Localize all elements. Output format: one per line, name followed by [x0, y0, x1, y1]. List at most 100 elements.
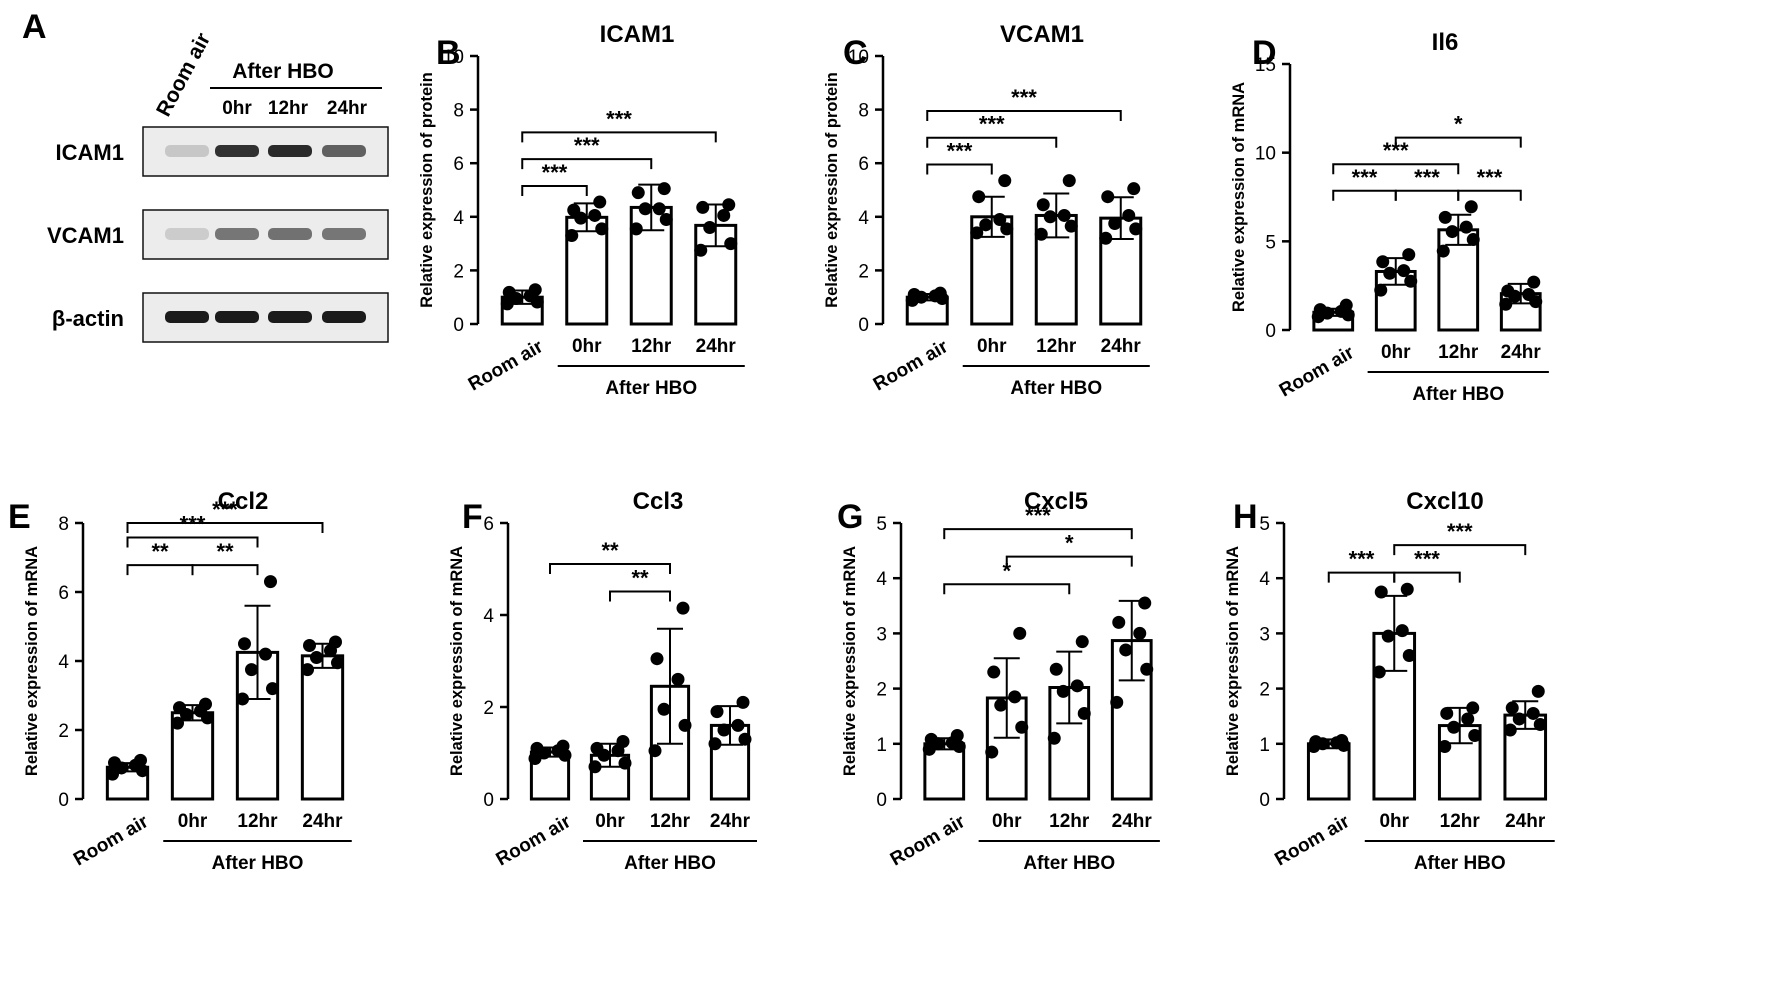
- significance-label: ***: [1414, 547, 1440, 572]
- x-tick-label: 12hr: [1440, 811, 1481, 832]
- blot-row-label-vcam1: VCAM1: [47, 223, 124, 248]
- y-tick-label: 1: [1259, 735, 1270, 756]
- bar-24hr: [300, 654, 345, 801]
- y-tick-label: 4: [858, 208, 869, 229]
- data-point: [1108, 217, 1122, 230]
- data-point: [1464, 200, 1478, 214]
- y-tick-label: 6: [58, 583, 69, 604]
- y-tick-label: 6: [453, 154, 464, 175]
- data-point: [1526, 706, 1540, 720]
- data-point: [638, 202, 652, 216]
- y-axis-label: Relative expression of mRNA: [448, 546, 466, 776]
- x-axis-group-label: After HBO: [1023, 853, 1115, 874]
- panel-letter-C: C: [843, 34, 868, 72]
- data-point: [994, 698, 1008, 712]
- data-point: [657, 182, 671, 196]
- data-point: [678, 718, 692, 732]
- blot-group-label: After HBO: [232, 60, 334, 83]
- x-tick-label: 24hr: [1501, 342, 1542, 363]
- x-tick-label: 24hr: [1101, 336, 1142, 357]
- y-tick-label: 8: [858, 101, 869, 122]
- y-tick-label: 4: [453, 208, 464, 229]
- data-point: [1376, 255, 1390, 269]
- blot-bands: [165, 145, 366, 323]
- x-tick-label: 0hr: [977, 336, 1007, 357]
- chart-title: Ccl2: [218, 488, 269, 515]
- y-tick-label: 4: [876, 569, 887, 590]
- data-point: [696, 200, 710, 214]
- significance-label: *: [1002, 558, 1011, 583]
- significance-label: ***: [542, 160, 568, 185]
- y-tick-label: 10: [1255, 144, 1276, 165]
- y-tick-label: 2: [1259, 680, 1270, 701]
- data-point: [1047, 731, 1061, 745]
- data-point: [1468, 729, 1482, 743]
- y-tick-label: 1: [876, 735, 887, 756]
- x-tick-label: 24hr: [696, 336, 737, 357]
- significance-label: ***: [1414, 165, 1440, 190]
- x-tick-label-room-air: Room air: [1276, 342, 1358, 402]
- data-point: [310, 651, 323, 665]
- data-point: [199, 697, 212, 711]
- significance-bracket: [1394, 189, 1460, 201]
- data-point: [303, 638, 316, 652]
- data-point: [907, 288, 921, 302]
- data-point: [1436, 244, 1450, 258]
- data-point: [724, 237, 738, 251]
- y-tick-label: 2: [876, 680, 887, 701]
- y-axis-label: Relative expression of mRNA: [1230, 82, 1248, 312]
- data-point: [1008, 690, 1022, 704]
- y-axis-label: Relative expression of protein: [823, 72, 841, 308]
- blot-band: [268, 311, 312, 323]
- panel-G-cxcl5: G Cxcl5 0 1 2 3 4 5 Relative expression of mRNA R…: [837, 488, 1160, 874]
- panel-letter-D: D: [1252, 34, 1277, 72]
- data-point: [259, 647, 272, 661]
- data-point: [1501, 284, 1515, 298]
- y-tick-label: 0: [58, 790, 69, 811]
- significance-bracket: [521, 184, 588, 196]
- bar-0hr: [170, 711, 215, 801]
- data-point: [1438, 740, 1452, 754]
- data-point: [1402, 648, 1416, 662]
- y-tick-label: 3: [1259, 624, 1270, 645]
- data-point: [970, 226, 984, 240]
- data-point: [331, 656, 344, 670]
- significance-label: ***: [1025, 503, 1051, 528]
- blot-band: [322, 311, 366, 323]
- data-point: [1036, 198, 1050, 212]
- data-point: [993, 212, 1007, 226]
- y-tick-label: 10: [848, 47, 869, 68]
- data-point: [979, 218, 993, 232]
- x-tick-label: 12hr: [1438, 342, 1479, 363]
- data-point: [972, 190, 986, 204]
- data-point: [708, 737, 722, 751]
- significance-label: **: [216, 539, 234, 564]
- significance-bracket: [1394, 136, 1522, 148]
- panel-letter-B: B: [436, 34, 461, 72]
- data-point: [1101, 190, 1115, 204]
- y-tick-label: 0: [1265, 321, 1276, 342]
- chart-title: Cxcl5: [1024, 488, 1088, 515]
- western-blot-panel: A Room air After HBO 0hr 12hr 24hr ICAM1…: [22, 8, 389, 343]
- significance-label: ***: [1447, 519, 1473, 544]
- data-point: [1466, 701, 1480, 715]
- data-point: [1140, 662, 1154, 676]
- data-point: [1459, 220, 1473, 234]
- panel-letter-E: E: [8, 498, 31, 536]
- y-tick-label: 2: [453, 261, 464, 282]
- data-point: [1110, 695, 1124, 709]
- x-tick-label: 24hr: [302, 811, 343, 832]
- data-point: [659, 212, 673, 226]
- x-tick-label: 0hr: [178, 811, 208, 832]
- x-tick-label: 12hr: [1049, 811, 1090, 832]
- data-point: [238, 637, 251, 651]
- data-point: [1057, 208, 1071, 222]
- data-point: [565, 229, 579, 243]
- y-tick-label: 4: [58, 652, 69, 673]
- data-point: [1404, 274, 1418, 288]
- significance-label: ***: [979, 112, 1005, 137]
- x-tick-label: 12hr: [1036, 336, 1077, 357]
- x-axis-group-label: After HBO: [1010, 378, 1102, 399]
- blot-band: [268, 145, 312, 157]
- x-tick-label: 24hr: [710, 811, 751, 832]
